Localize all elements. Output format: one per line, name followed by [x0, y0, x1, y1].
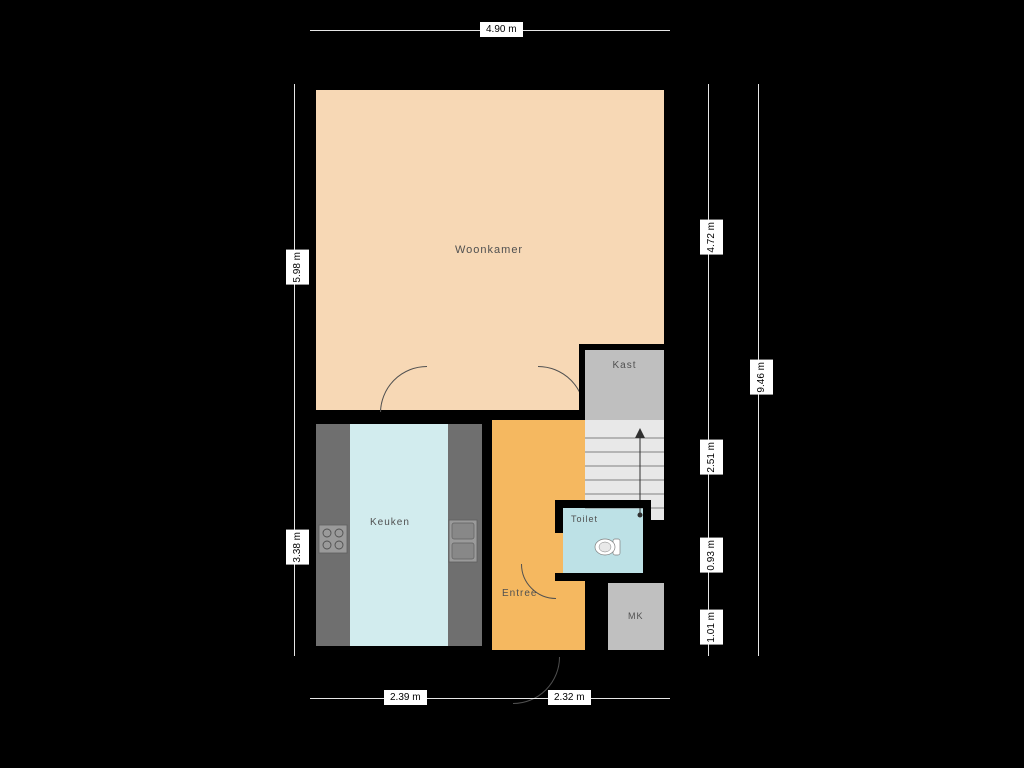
wall-segment: [310, 650, 492, 656]
dimension-line: [294, 84, 295, 656]
dimension-label: 5.98 m: [286, 250, 309, 285]
keuken-floor: [350, 424, 448, 646]
dimension-line: [310, 698, 670, 699]
kitchen-sink-icon: [448, 519, 478, 568]
dimension-label: 2.32 m: [548, 690, 591, 705]
wall-segment: [579, 344, 670, 350]
dimension-label: 1.01 m: [700, 610, 723, 645]
wall-segment: [310, 412, 585, 420]
dimension-label: 4.90 m: [480, 22, 523, 37]
dimension-label: 0.93 m: [700, 538, 723, 573]
wall-segment: [664, 84, 670, 350]
room-label-entree: Entree: [502, 588, 537, 599]
dimension-label: 3.38 m: [286, 530, 309, 565]
room-label-woonkamer: Woonkamer: [455, 244, 523, 256]
dimension-label: 2.51 m: [700, 440, 723, 475]
wall-segment: [488, 650, 670, 656]
wall-segment: [579, 344, 585, 420]
wall-segment: [664, 344, 670, 526]
wall-segment: [604, 579, 608, 656]
toilet-fixture-icon: [593, 536, 621, 563]
wall-segment: [555, 500, 651, 508]
room-label-keuken: Keuken: [370, 517, 410, 528]
wall-segment: [310, 84, 316, 656]
wall-segment: [484, 412, 492, 656]
room-label-mk: MK: [628, 611, 644, 621]
room-label-kast: Kast: [613, 360, 637, 371]
wall-segment: [604, 579, 668, 583]
wall-segment: [585, 581, 591, 656]
wall-segment: [643, 500, 651, 581]
wall-segment: [310, 84, 670, 90]
dimension-label: 2.39 m: [384, 690, 427, 705]
wall-segment: [664, 500, 670, 656]
dimension-label: 4.72 m: [700, 220, 723, 255]
floorplan-canvas: Woonkamer Kast Keuken Entree Toilet MK: [0, 0, 1024, 768]
dimension-label: 9.46 m: [750, 360, 773, 395]
kitchen-hob-icon: [318, 524, 348, 559]
